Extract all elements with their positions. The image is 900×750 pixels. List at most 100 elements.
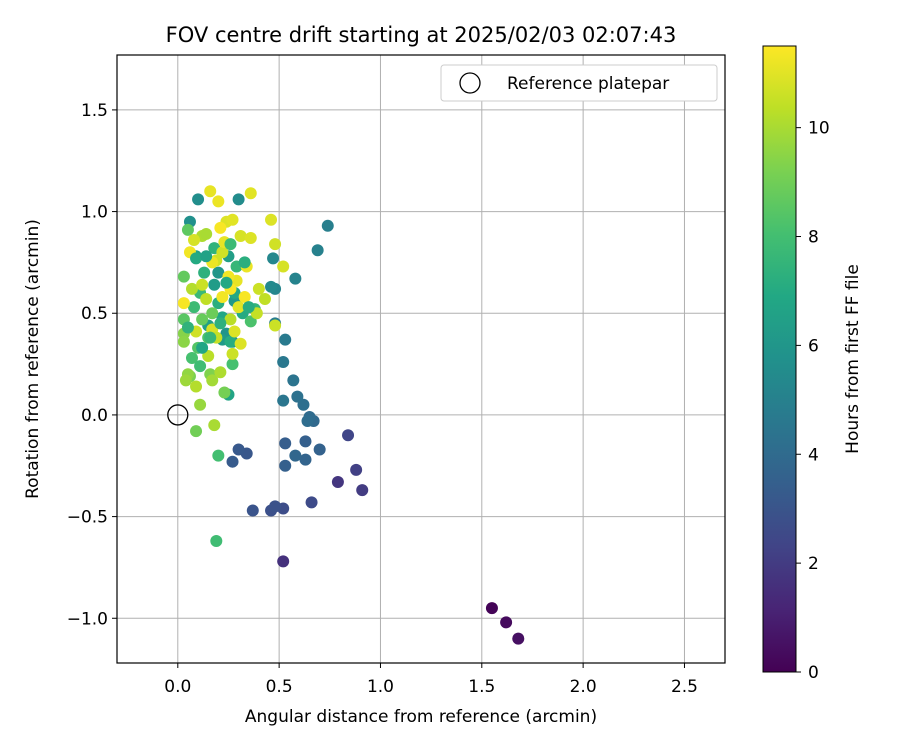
data-point: [289, 449, 302, 462]
data-point: [485, 602, 498, 615]
data-points: [177, 185, 525, 645]
data-point: [232, 301, 245, 314]
data-point: [196, 313, 209, 326]
data-point: [190, 380, 203, 393]
data-point: [177, 335, 190, 348]
colorbar: 0 2 4 6 8 10 Hours from first FF file: [762, 45, 863, 683]
data-point: [226, 213, 239, 226]
data-point: [277, 555, 290, 568]
data-point: [196, 341, 209, 354]
data-point: [214, 221, 227, 234]
data-point: [212, 449, 225, 462]
data-point: [287, 374, 300, 387]
data-point: [289, 272, 302, 285]
data-point: [305, 496, 318, 509]
y-tick-label: −1.0: [67, 609, 108, 629]
data-point: [265, 280, 278, 293]
data-point: [277, 394, 290, 407]
data-point: [212, 266, 225, 279]
data-point: [512, 632, 525, 645]
data-point: [194, 360, 207, 373]
data-point: [356, 484, 369, 497]
x-tick-label: 2.5: [671, 677, 698, 697]
chart-title: FOV centre drift starting at 2025/02/03 …: [166, 23, 677, 47]
data-point: [232, 443, 245, 456]
legend: Reference platepar: [440, 64, 718, 102]
data-point: [228, 325, 241, 338]
data-point: [190, 252, 203, 265]
data-point: [269, 500, 282, 513]
data-point: [220, 276, 233, 289]
colorbar-tick-label: 10: [808, 119, 830, 139]
data-point: [258, 293, 271, 306]
data-point: [177, 297, 190, 310]
colorbar-ticks: 0 2 4 6 8 10: [796, 119, 830, 683]
data-point: [208, 419, 221, 432]
x-tick-label: 0.0: [164, 677, 191, 697]
colorbar-tick-label: 6: [808, 336, 819, 356]
data-point: [279, 459, 292, 472]
data-point: [214, 366, 227, 379]
x-tick-label: 2.0: [570, 677, 597, 697]
data-point: [500, 616, 513, 629]
data-point: [238, 256, 251, 269]
data-point: [206, 307, 219, 320]
data-point: [313, 443, 326, 456]
y-tick-label: 0.5: [81, 304, 108, 324]
data-point: [200, 293, 213, 306]
x-axis-ticks: 0.0 0.5 1.0 1.5 2.0 2.5: [164, 663, 698, 697]
data-point: [238, 290, 251, 303]
y-tick-label: −0.5: [67, 508, 108, 528]
data-point: [267, 252, 280, 265]
data-point: [208, 278, 221, 291]
data-point: [200, 227, 213, 240]
data-point: [224, 335, 237, 348]
data-point: [234, 337, 247, 350]
data-point: [218, 386, 231, 399]
legend-label: Reference platepar: [507, 74, 669, 94]
data-point: [269, 319, 282, 332]
data-point: [185, 282, 198, 295]
data-point: [277, 260, 290, 273]
data-point: [204, 185, 217, 198]
grid-lines: [117, 55, 725, 663]
y-axis-label: Rotation from reference (arcmin): [23, 219, 43, 499]
x-tick-label: 0.5: [266, 677, 293, 697]
data-point: [177, 270, 190, 283]
data-point: [265, 213, 278, 226]
colorbar-label: Hours from first FF file: [843, 264, 863, 454]
colorbar-tick-label: 0: [808, 663, 819, 683]
data-point: [196, 278, 209, 291]
data-point: [342, 429, 355, 442]
colorbar-tick-label: 4: [808, 445, 819, 465]
reference-marker: [167, 404, 189, 426]
data-point: [301, 415, 314, 428]
data-point: [234, 229, 247, 242]
data-point: [244, 187, 257, 200]
data-point: [185, 351, 198, 364]
colorbar-tick-label: 2: [808, 554, 819, 574]
y-axis-ticks: −1.0 −0.5 0.0 0.5 1.0 1.5: [67, 101, 117, 629]
data-point: [198, 266, 211, 279]
y-tick-label: 1.0: [81, 203, 108, 223]
data-point: [226, 455, 239, 468]
y-tick-label: 0.0: [81, 406, 108, 426]
data-point: [194, 398, 207, 411]
x-tick-label: 1.0: [367, 677, 394, 697]
data-point: [232, 193, 245, 206]
colorbar-gradient: [762, 45, 797, 673]
data-point: [321, 219, 334, 232]
data-point: [269, 238, 282, 251]
data-point: [224, 238, 237, 251]
data-point: [350, 463, 363, 476]
legend-marker-icon: [459, 72, 481, 94]
data-point: [279, 437, 292, 450]
data-point: [246, 504, 259, 517]
data-point: [244, 232, 257, 245]
x-axis-label: Angular distance from reference (arcmin): [245, 707, 597, 727]
data-point: [299, 453, 312, 466]
data-point: [181, 223, 194, 236]
reference-point: [167, 404, 189, 426]
data-point: [181, 321, 194, 334]
data-point: [214, 317, 227, 330]
